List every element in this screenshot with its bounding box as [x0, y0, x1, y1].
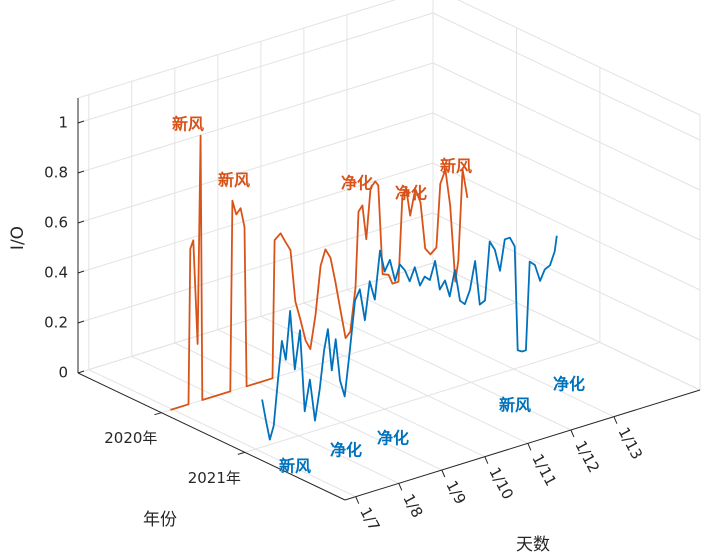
- x-tick: [484, 456, 489, 464]
- series-line: [261, 235, 558, 441]
- y-tick: [237, 451, 246, 455]
- annotation: 净化: [330, 441, 362, 460]
- lines: [170, 134, 558, 441]
- box-edge: [77, 262, 434, 374]
- annotation: 新风: [172, 115, 204, 134]
- axes: 0 0.2 0.4 0.6 0.8 1 2020年 2021年 1/7 1/8 1/9 1/10 1/1…: [44, 98, 701, 534]
- z-tick: [77, 270, 85, 274]
- grid-line: [217, 329, 486, 458]
- grid-line: [432, 162, 701, 291]
- y-tick: [154, 412, 162, 416]
- x-tick: [355, 496, 360, 504]
- annotation: 净化: [395, 184, 427, 203]
- grid-line: [77, 112, 434, 224]
- x-tick-label: 1/11: [528, 451, 560, 489]
- grid: [77, 0, 701, 498]
- grid-line: [174, 342, 443, 471]
- z-tick-label: 0.6: [44, 214, 68, 232]
- z-tick-label: 0: [58, 364, 68, 382]
- z-tick-label: 0.4: [44, 264, 68, 282]
- z-tick: [77, 320, 85, 324]
- series-line: [170, 134, 469, 411]
- x-axis: [344, 389, 701, 501]
- y-axis: [77, 372, 346, 501]
- x-tick: [570, 429, 575, 438]
- z-tick: [77, 120, 85, 124]
- x-tick-label: 1/9: [442, 478, 469, 508]
- x-tick-label: 1/12: [571, 438, 603, 476]
- z-tick: [77, 170, 85, 174]
- grid-line: [432, 62, 701, 191]
- x-tick: [398, 483, 403, 491]
- y-tick-label: 2021年: [188, 469, 241, 487]
- box-edge: [457, 0, 701, 116]
- box-edge: [432, 262, 701, 391]
- annotation: 新风: [499, 396, 531, 415]
- grid-line: [77, 12, 434, 124]
- z-tick-label: 0.8: [44, 164, 68, 182]
- x-tick-label: 1/13: [614, 424, 646, 462]
- grid-line: [77, 212, 434, 324]
- annotation: 净化: [377, 429, 409, 448]
- z-tick: [77, 370, 85, 374]
- x-axis-label: 天数: [516, 535, 550, 555]
- grid-line: [432, 212, 701, 341]
- annotation: 净化: [553, 375, 585, 394]
- z-axis-label: I/O: [8, 226, 28, 250]
- annotation: 新风: [440, 157, 472, 176]
- x-tick: [441, 469, 446, 478]
- grid-line: [346, 289, 615, 418]
- y-axis-label: 年份: [143, 510, 177, 530]
- x-tick-label: 1/7: [356, 504, 383, 534]
- x-tick: [613, 416, 618, 424]
- annotation: 新风: [279, 457, 311, 476]
- x-tick-label: 1/10: [485, 464, 517, 502]
- y-tick-label: 2020年: [104, 429, 157, 447]
- grid-line: [77, 162, 434, 274]
- grid-line: [244, 341, 601, 453]
- grid-line: [303, 302, 572, 431]
- z-tick-label: 0.2: [44, 314, 68, 332]
- grid-line: [88, 369, 356, 498]
- box-edge: [77, 0, 396, 99]
- annotation: 净化: [341, 174, 373, 193]
- z-tick: [77, 220, 85, 224]
- z-tick-label: 1: [58, 114, 68, 132]
- annotation: 新风: [218, 171, 250, 190]
- grid-line: [77, 62, 434, 174]
- grid-line: [432, 112, 701, 241]
- x-tick-label: 1/8: [399, 491, 426, 521]
- x-tick: [527, 443, 532, 451]
- grid-line: [432, 12, 701, 141]
